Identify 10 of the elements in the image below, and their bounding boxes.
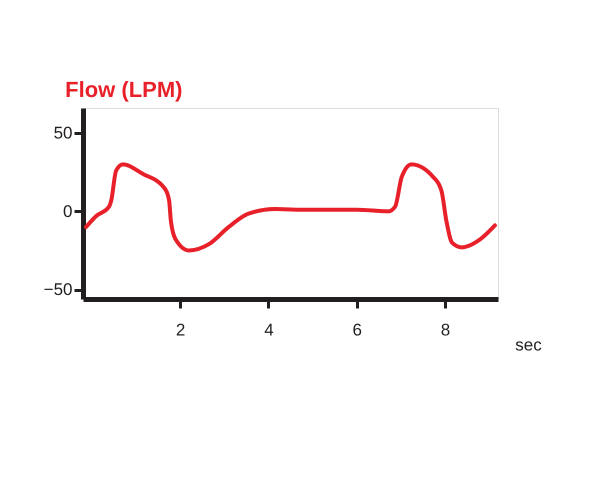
y-tick-label: −50: [44, 280, 72, 300]
y-tick-label: 0: [63, 202, 72, 221]
line-series: [84, 162, 497, 252]
x-tick-label: 6: [352, 320, 362, 340]
x-tick-label: 4: [264, 320, 274, 340]
x-tick-label: 2: [176, 320, 186, 340]
y-tick-label: 50: [54, 124, 72, 143]
chart-title: Flow (LPM): [65, 77, 182, 102]
x-tick-label: 8: [440, 320, 450, 340]
x-axis-title: sec: [515, 336, 542, 354]
